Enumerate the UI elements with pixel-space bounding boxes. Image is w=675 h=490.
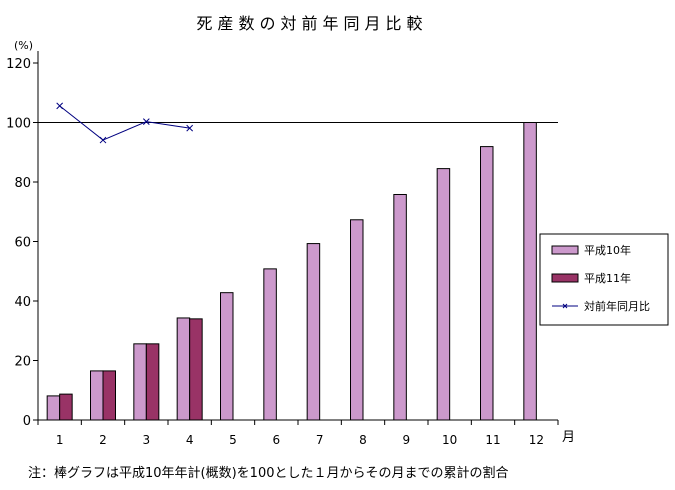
bar-1 xyxy=(263,268,277,421)
line-series xyxy=(59,105,190,141)
bar-1 xyxy=(436,168,451,421)
legend-label: 平成11年 xyxy=(584,271,631,285)
x-tick-label: 2 xyxy=(99,433,107,447)
x-tick-label: 7 xyxy=(316,433,324,447)
x-axis-label: 月 xyxy=(562,430,575,445)
y-tick-label: 0 xyxy=(23,414,31,429)
x-tick-label: 11 xyxy=(485,433,500,447)
bar-2 xyxy=(189,318,203,421)
line-marker xyxy=(186,124,194,132)
x-tick-label: 3 xyxy=(143,433,151,447)
y-tick-label: 80 xyxy=(14,176,31,191)
y-tick-label: 60 xyxy=(14,236,31,251)
y-tick-label: 120 xyxy=(6,57,31,72)
bar-1 xyxy=(306,243,321,421)
bar-2 xyxy=(102,370,116,421)
y-tick-label: 40 xyxy=(14,295,31,310)
x-tick-label: 8 xyxy=(359,433,367,447)
x-tick-label: 12 xyxy=(529,433,544,447)
legend-marker xyxy=(562,303,568,309)
bar-1 xyxy=(523,122,537,421)
bar-1 xyxy=(393,193,407,421)
bar-1 xyxy=(90,370,104,421)
x-tick-label: 6 xyxy=(273,433,281,447)
y-tick-label: 100 xyxy=(6,117,31,132)
x-tick-label: 5 xyxy=(229,433,237,447)
line-marker xyxy=(99,136,107,144)
x-tick-label: 1 xyxy=(56,433,64,447)
legend-swatch xyxy=(551,273,579,283)
bar-2 xyxy=(145,343,160,421)
x-tick-label: 9 xyxy=(403,433,411,447)
y-axis-label: (%) xyxy=(14,39,33,52)
legend-label: 平成10年 xyxy=(584,243,631,257)
chart-title: 死産数の対前年同月比較 xyxy=(196,14,427,33)
bar-1 xyxy=(220,292,234,421)
legend-label: 対前年同月比 xyxy=(584,299,650,313)
y-tick-label: 20 xyxy=(14,355,31,370)
bar-1 xyxy=(350,219,364,421)
x-tick-label: 10 xyxy=(442,433,457,447)
line-marker xyxy=(56,102,64,110)
footnote: 注：棒グラフは平成10年年計(概数)を100とした１月からその月までの累計の割合 xyxy=(28,465,509,481)
line-marker xyxy=(142,118,150,125)
bar-1 xyxy=(46,395,61,421)
x-tick-label: 4 xyxy=(186,433,194,447)
bar-2 xyxy=(59,393,73,421)
legend-swatch xyxy=(551,245,579,255)
bar-1 xyxy=(133,343,147,421)
bar-1 xyxy=(176,317,191,421)
bar-1 xyxy=(480,146,494,421)
